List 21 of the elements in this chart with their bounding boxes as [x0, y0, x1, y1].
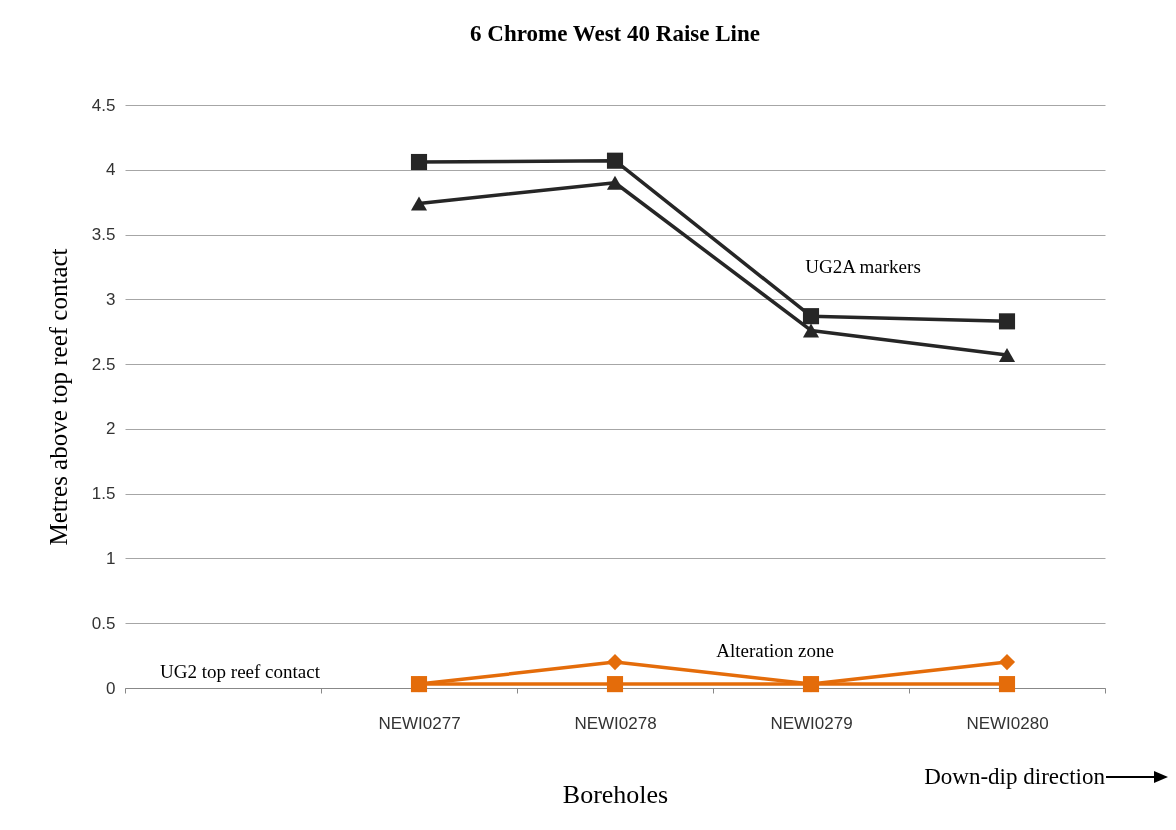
x-tick-label: NEWI0280 [966, 713, 1049, 733]
y-tick-label: 2 [106, 419, 116, 439]
annotation: Alteration zone [716, 640, 834, 661]
text: Down-dip direction [924, 764, 1106, 789]
y-tick-label: 2.5 [91, 354, 116, 374]
y-tick-label: 0.5 [91, 613, 116, 633]
y-tick-label: 3.5 [91, 225, 116, 245]
x-tick-label: NEWI0279 [770, 713, 853, 733]
y-tick-label: 3 [106, 289, 116, 309]
y-tick-label: 4 [106, 160, 116, 180]
x-tick-label: NEWI0278 [574, 713, 657, 733]
x-tick-label: NEWI0277 [378, 713, 461, 733]
annotation: UG2 top reef contact [160, 661, 321, 682]
x-axis-title: Boreholes [562, 779, 669, 809]
y-tick-label: 4.5 [91, 95, 116, 115]
y-tick-label: 1 [106, 548, 116, 568]
y-tick-label: 1.5 [91, 484, 116, 504]
y-tick-label: 0 [106, 678, 116, 698]
y-axis-title: Metres above top reef contact [44, 248, 72, 546]
annotation: UG2A markers [805, 256, 921, 277]
chart-title: 6 Chrome West 40 Raise Line [470, 21, 760, 46]
